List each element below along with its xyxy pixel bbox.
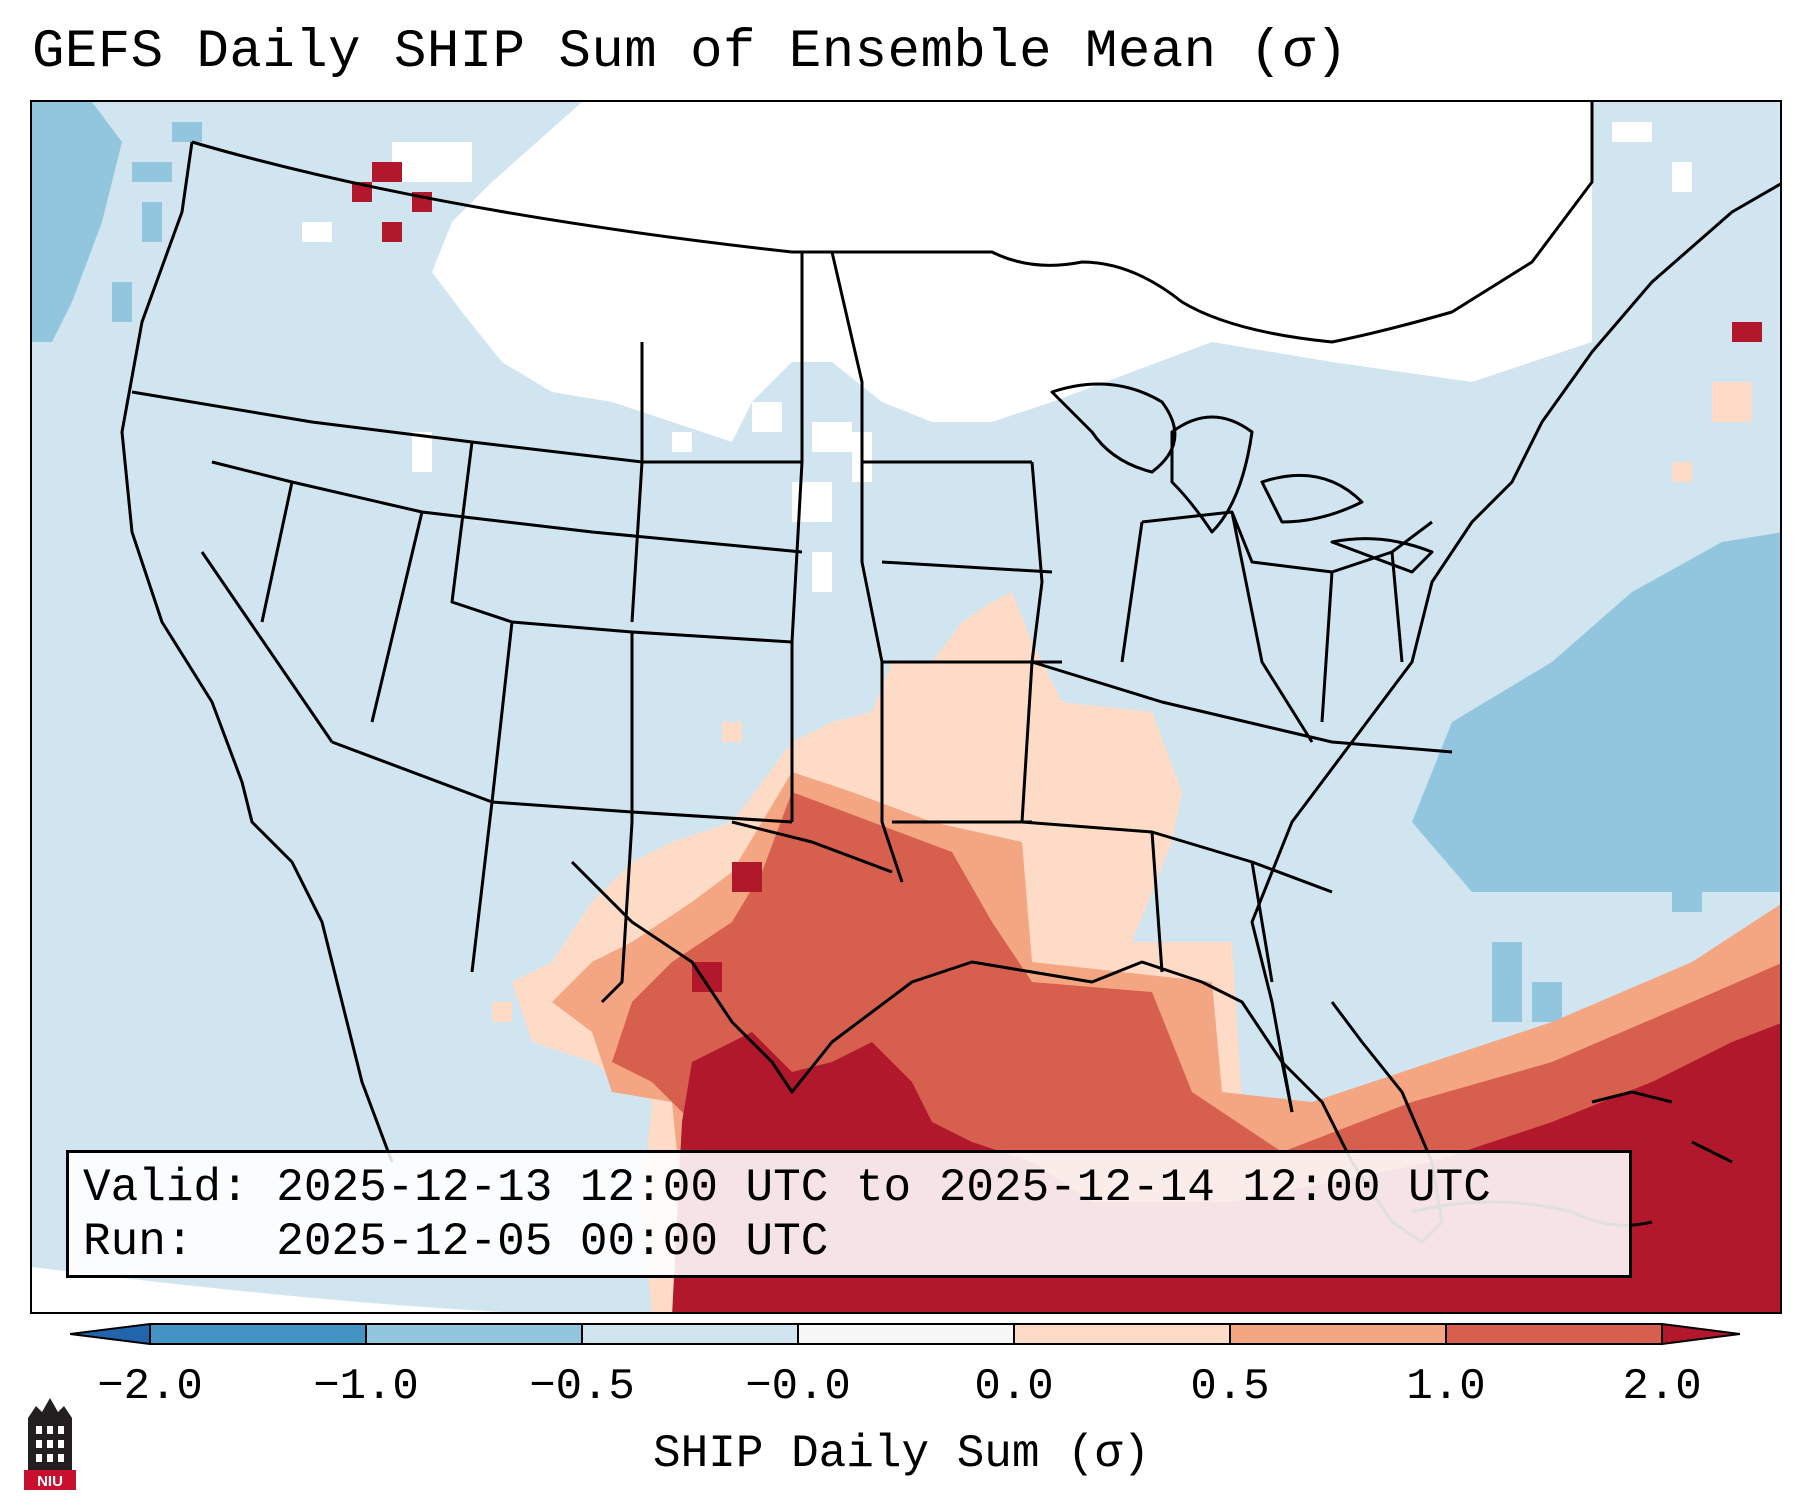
page-title: GEFS Daily SHIP Sum of Ensemble Mean (σ) <box>32 22 1349 83</box>
colorbar-segment-5 <box>1230 1324 1446 1344</box>
run-line: Run: 2025-12-05 00:00 UTC <box>83 1215 1615 1269</box>
negative-anomaly-region <box>32 102 1780 1022</box>
colorbar-segment-1 <box>366 1324 582 1344</box>
valid-value: 2025-12-13 12:00 UTC to 2025-12-14 12:00… <box>276 1162 1491 1214</box>
map-panel[interactable] <box>30 100 1782 1314</box>
map-canvas <box>32 102 1780 1312</box>
colorbar-tick-label: −2.0 <box>97 1362 203 1412</box>
colorbar-label: SHIP Daily Sum (σ) <box>653 1428 1150 1480</box>
colorbar-segment-0 <box>150 1324 366 1344</box>
niu-tower-icon: NIU <box>24 1398 76 1490</box>
logo-text: NIU <box>37 1473 63 1490</box>
colorbar <box>70 1322 1740 1346</box>
colorbar-tick-label: 1.0 <box>1406 1362 1486 1412</box>
valid-run-info-box: Valid: 2025-12-13 12:00 UTC to 2025-12-1… <box>66 1150 1632 1278</box>
state-lines-east <box>1021 510 1453 983</box>
colorbar-segment-4 <box>1014 1324 1230 1344</box>
valid-label: Valid: <box>83 1162 249 1214</box>
great-lakes <box>1050 382 1434 574</box>
colorbar-tick-label: 0.5 <box>1190 1362 1270 1412</box>
colorbar-segment-3 <box>798 1324 1014 1344</box>
colorbar-tick-label: −0.0 <box>745 1362 851 1412</box>
valid-line: Valid: 2025-12-13 12:00 UTC to 2025-12-1… <box>83 1161 1615 1215</box>
map-outlines <box>120 102 1780 1244</box>
colorbar-extend-high <box>1661 1322 1740 1346</box>
run-label: Run: <box>83 1216 194 1268</box>
colorbar-extend-low <box>70 1322 151 1346</box>
colorbar-tick-label: −0.5 <box>529 1362 635 1412</box>
colorbar-tick-label: −1.0 <box>313 1362 419 1412</box>
colorbar-segment-6 <box>1446 1324 1662 1344</box>
state-lines-west <box>131 390 803 1004</box>
gulf-coast <box>570 860 1294 1113</box>
run-value: 2025-12-05 00:00 UTC <box>276 1216 829 1268</box>
colorbar-tick-label: 0.0 <box>974 1362 1054 1412</box>
colorbar-segment-2 <box>582 1324 798 1344</box>
light-red-cells <box>492 382 1752 1022</box>
west-coast <box>120 141 394 1163</box>
canada-us-border <box>191 102 1594 344</box>
state-lines-central <box>630 251 1062 883</box>
colorbar-tick-marks <box>149 1324 1663 1344</box>
projection-edge <box>32 1267 504 1312</box>
colorbar-tick-label: 2.0 <box>1622 1362 1702 1412</box>
